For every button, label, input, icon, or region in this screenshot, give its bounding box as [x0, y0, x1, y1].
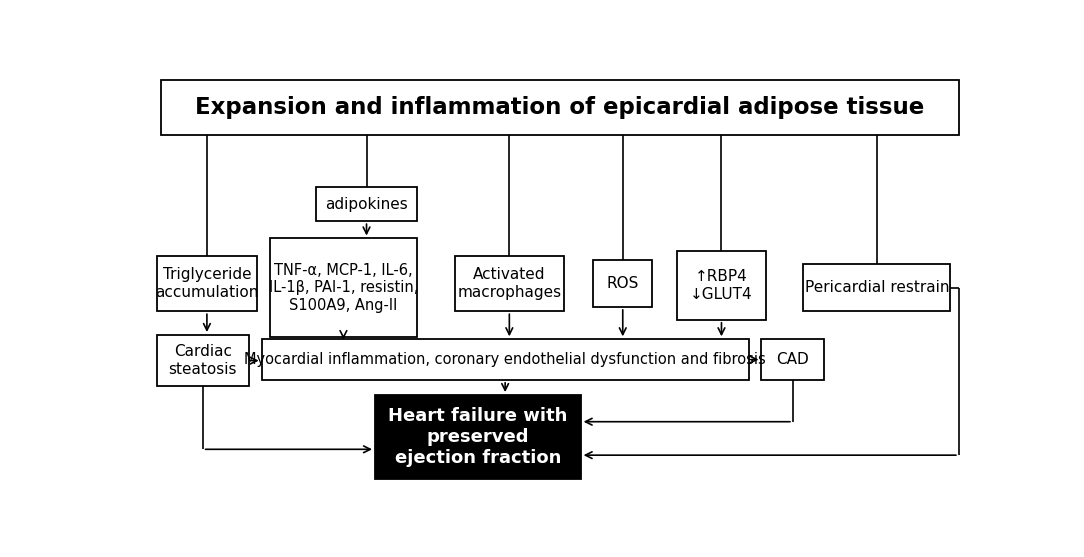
Text: Triglyceride
accumulation: Triglyceride accumulation	[155, 267, 259, 300]
Text: Expansion and inflammation of epicardial adipose tissue: Expansion and inflammation of epicardial…	[195, 96, 925, 119]
FancyBboxPatch shape	[678, 251, 765, 320]
FancyBboxPatch shape	[317, 187, 417, 221]
FancyBboxPatch shape	[455, 256, 564, 311]
FancyBboxPatch shape	[160, 80, 958, 135]
Text: Heart failure with
preserved
ejection fraction: Heart failure with preserved ejection fr…	[388, 407, 568, 467]
FancyBboxPatch shape	[803, 264, 951, 311]
FancyBboxPatch shape	[761, 339, 824, 380]
Text: ↑RBP4
↓GLUT4: ↑RBP4 ↓GLUT4	[691, 270, 752, 302]
Text: CAD: CAD	[776, 352, 810, 367]
FancyBboxPatch shape	[270, 238, 417, 337]
Text: Activated
macrophages: Activated macrophages	[457, 267, 562, 300]
Text: Cardiac
steatosis: Cardiac steatosis	[168, 344, 237, 377]
FancyBboxPatch shape	[156, 256, 257, 311]
Text: Myocardial inflammation, coronary endothelial dysfunction and fibrosis: Myocardial inflammation, coronary endoth…	[244, 352, 766, 367]
FancyBboxPatch shape	[593, 260, 653, 307]
Text: TNF-α, MCP-1, IL-6,
IL-1β, PAI-1, resistin,
S100A9, Ang-II: TNF-α, MCP-1, IL-6, IL-1β, PAI-1, resist…	[269, 263, 418, 312]
FancyBboxPatch shape	[375, 395, 581, 478]
Text: adipokines: adipokines	[325, 197, 408, 212]
FancyBboxPatch shape	[156, 335, 249, 387]
Text: Pericardial restrain: Pericardial restrain	[804, 280, 950, 295]
Text: ROS: ROS	[607, 276, 638, 291]
FancyBboxPatch shape	[261, 339, 749, 380]
